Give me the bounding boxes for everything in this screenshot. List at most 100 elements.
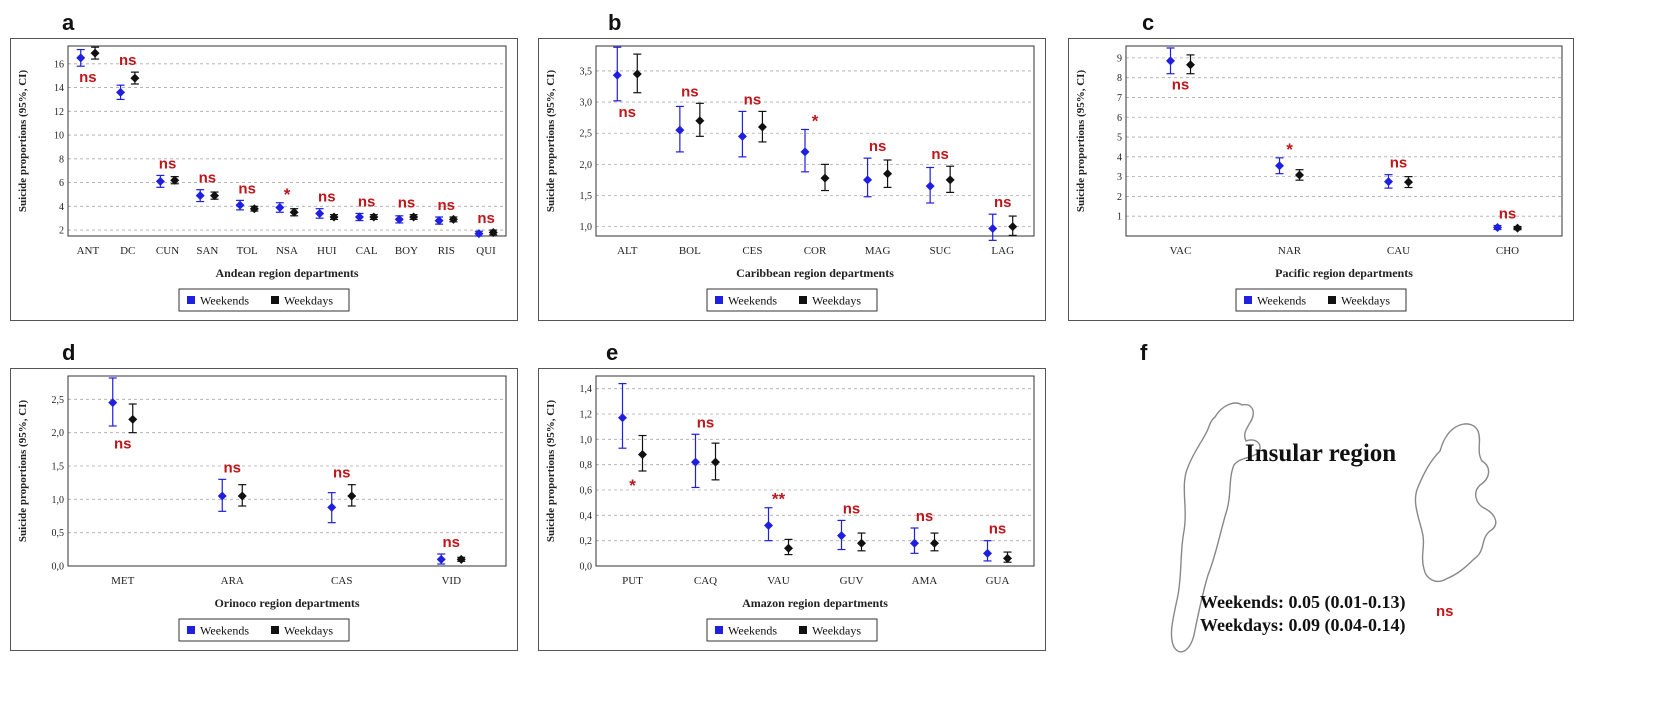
y-axis-label: Suicide proportions (95%, CI) (545, 400, 557, 543)
y-axis-label: Suicide proportions (95%, CI) (17, 70, 29, 213)
x-tick-label: BOL (679, 245, 701, 257)
y-tick-label: 1,5 (580, 191, 593, 202)
x-tick-label: NAR (1278, 245, 1302, 257)
y-tick-label: 1 (1117, 212, 1122, 223)
significance-label: * (812, 111, 819, 130)
chart-panel-amazon: 0,0 0,2 0,4 0,6 0,8 1,0 1,2 1,4 Suicide proporti… (538, 368, 1046, 651)
data-point (210, 191, 220, 201)
insular-region-map (1170, 402, 1497, 653)
significance-label: ns (697, 414, 715, 431)
significance-label: * (1286, 140, 1293, 159)
data-point (691, 457, 700, 467)
significance-label: ns (223, 459, 241, 476)
x-tick-label: ANT (77, 245, 100, 257)
y-tick-label: 0,5 (52, 528, 65, 539)
legend-label-weekdays: Weekdays (812, 294, 861, 308)
data-point (369, 212, 379, 222)
legend-label-weekends: Weekends (728, 294, 777, 308)
insular-weekends-value: Weekends: 0.05 (0.01-0.13) (1200, 592, 1406, 612)
data-point (638, 450, 647, 460)
y-tick-label: 5 (1117, 133, 1122, 144)
plot-border (1125, 45, 1563, 237)
data-point (988, 224, 998, 234)
panel-letter-a: a (62, 10, 75, 35)
legend-label-weekends: Weekends (1257, 294, 1306, 308)
legend-label-weekends: Weekends (200, 294, 249, 308)
legend-label-weekends: Weekends (728, 624, 777, 638)
x-tick-label: VAU (767, 575, 789, 587)
significance-label: ns (119, 52, 137, 69)
x-tick-label: CUN (156, 245, 179, 257)
significance-label: ns (477, 210, 495, 227)
y-tick-label: 2,5 (580, 129, 593, 140)
significance-label: ns (238, 180, 256, 197)
series-weekends (612, 46, 998, 241)
y-tick-label: 0,0 (580, 562, 593, 573)
legend-label-weekdays: Weekdays (812, 624, 861, 638)
significance-label: ns (989, 521, 1007, 538)
y-tick-label: 6 (1117, 113, 1122, 124)
data-point (837, 531, 846, 541)
data-point (695, 116, 705, 126)
data-point (1384, 177, 1393, 187)
data-point (128, 414, 138, 424)
x-tick-label: MET (111, 575, 135, 587)
x-axis-label: Caribbean region departments (736, 266, 894, 280)
legend-swatch-weekdays (799, 626, 807, 634)
significance-label: ns (1390, 155, 1408, 172)
legend-swatch-weekends (715, 296, 723, 304)
panel-frame (10, 368, 518, 651)
data-point (116, 87, 126, 97)
legend-swatch-weekends (187, 296, 195, 304)
x-tick-label: VID (441, 575, 461, 587)
plot-border (67, 45, 507, 237)
data-point (474, 229, 484, 239)
y-tick-label: 14 (54, 83, 64, 94)
y-tick-label: 4 (1117, 152, 1122, 163)
y-tick-label: 12 (54, 107, 64, 118)
data-point (76, 53, 86, 63)
legend: Weekends Weekdays (178, 618, 350, 642)
legend-swatch-weekends (187, 626, 195, 634)
y-tick-label: 0,4 (580, 511, 593, 522)
y-tick-label: 2 (1117, 192, 1122, 203)
providencia-island-outline (1414, 423, 1497, 583)
x-tick-label: VAC (1170, 245, 1192, 257)
significance-label: ns (994, 194, 1012, 211)
data-point (354, 212, 364, 222)
data-point (289, 207, 299, 217)
plot-border (595, 375, 1035, 567)
y-tick-label: 1,5 (52, 462, 65, 473)
legend-box (178, 288, 350, 312)
data-point (863, 175, 873, 185)
x-tick-label: CHO (1496, 245, 1519, 257)
data-point (409, 212, 419, 222)
data-point (436, 554, 446, 564)
legend: Weekends Weekdays (706, 618, 878, 642)
significance-label: * (284, 185, 291, 204)
data-point (1404, 177, 1413, 187)
x-axis-label: Orinoco region departments (214, 596, 359, 610)
significance-label: ns (1172, 77, 1190, 94)
panel-letter-c: c (1142, 10, 1155, 35)
data-point (448, 214, 458, 224)
series-weekdays (128, 403, 466, 564)
data-point (329, 212, 339, 222)
data-point (1003, 553, 1012, 563)
data-point (1186, 60, 1195, 70)
legend-label-weekdays: Weekdays (284, 624, 333, 638)
y-axis-label: Suicide proportions (95%, CI) (1075, 70, 1087, 213)
y-tick-label: 7 (1117, 93, 1122, 104)
plot-border (595, 45, 1035, 237)
legend-swatch-weekdays (1328, 296, 1336, 304)
panel-frame (1068, 38, 1574, 321)
significance-label: ns (916, 508, 934, 525)
plot-border (67, 375, 507, 567)
data-point (155, 176, 165, 186)
y-tick-label: 3 (1117, 172, 1122, 183)
panel-letter-f: f (1140, 340, 1148, 365)
y-tick-label: 4 (59, 202, 64, 213)
x-tick-label: LAG (991, 245, 1014, 257)
series-weekends (618, 382, 992, 562)
data-point (275, 203, 285, 212)
